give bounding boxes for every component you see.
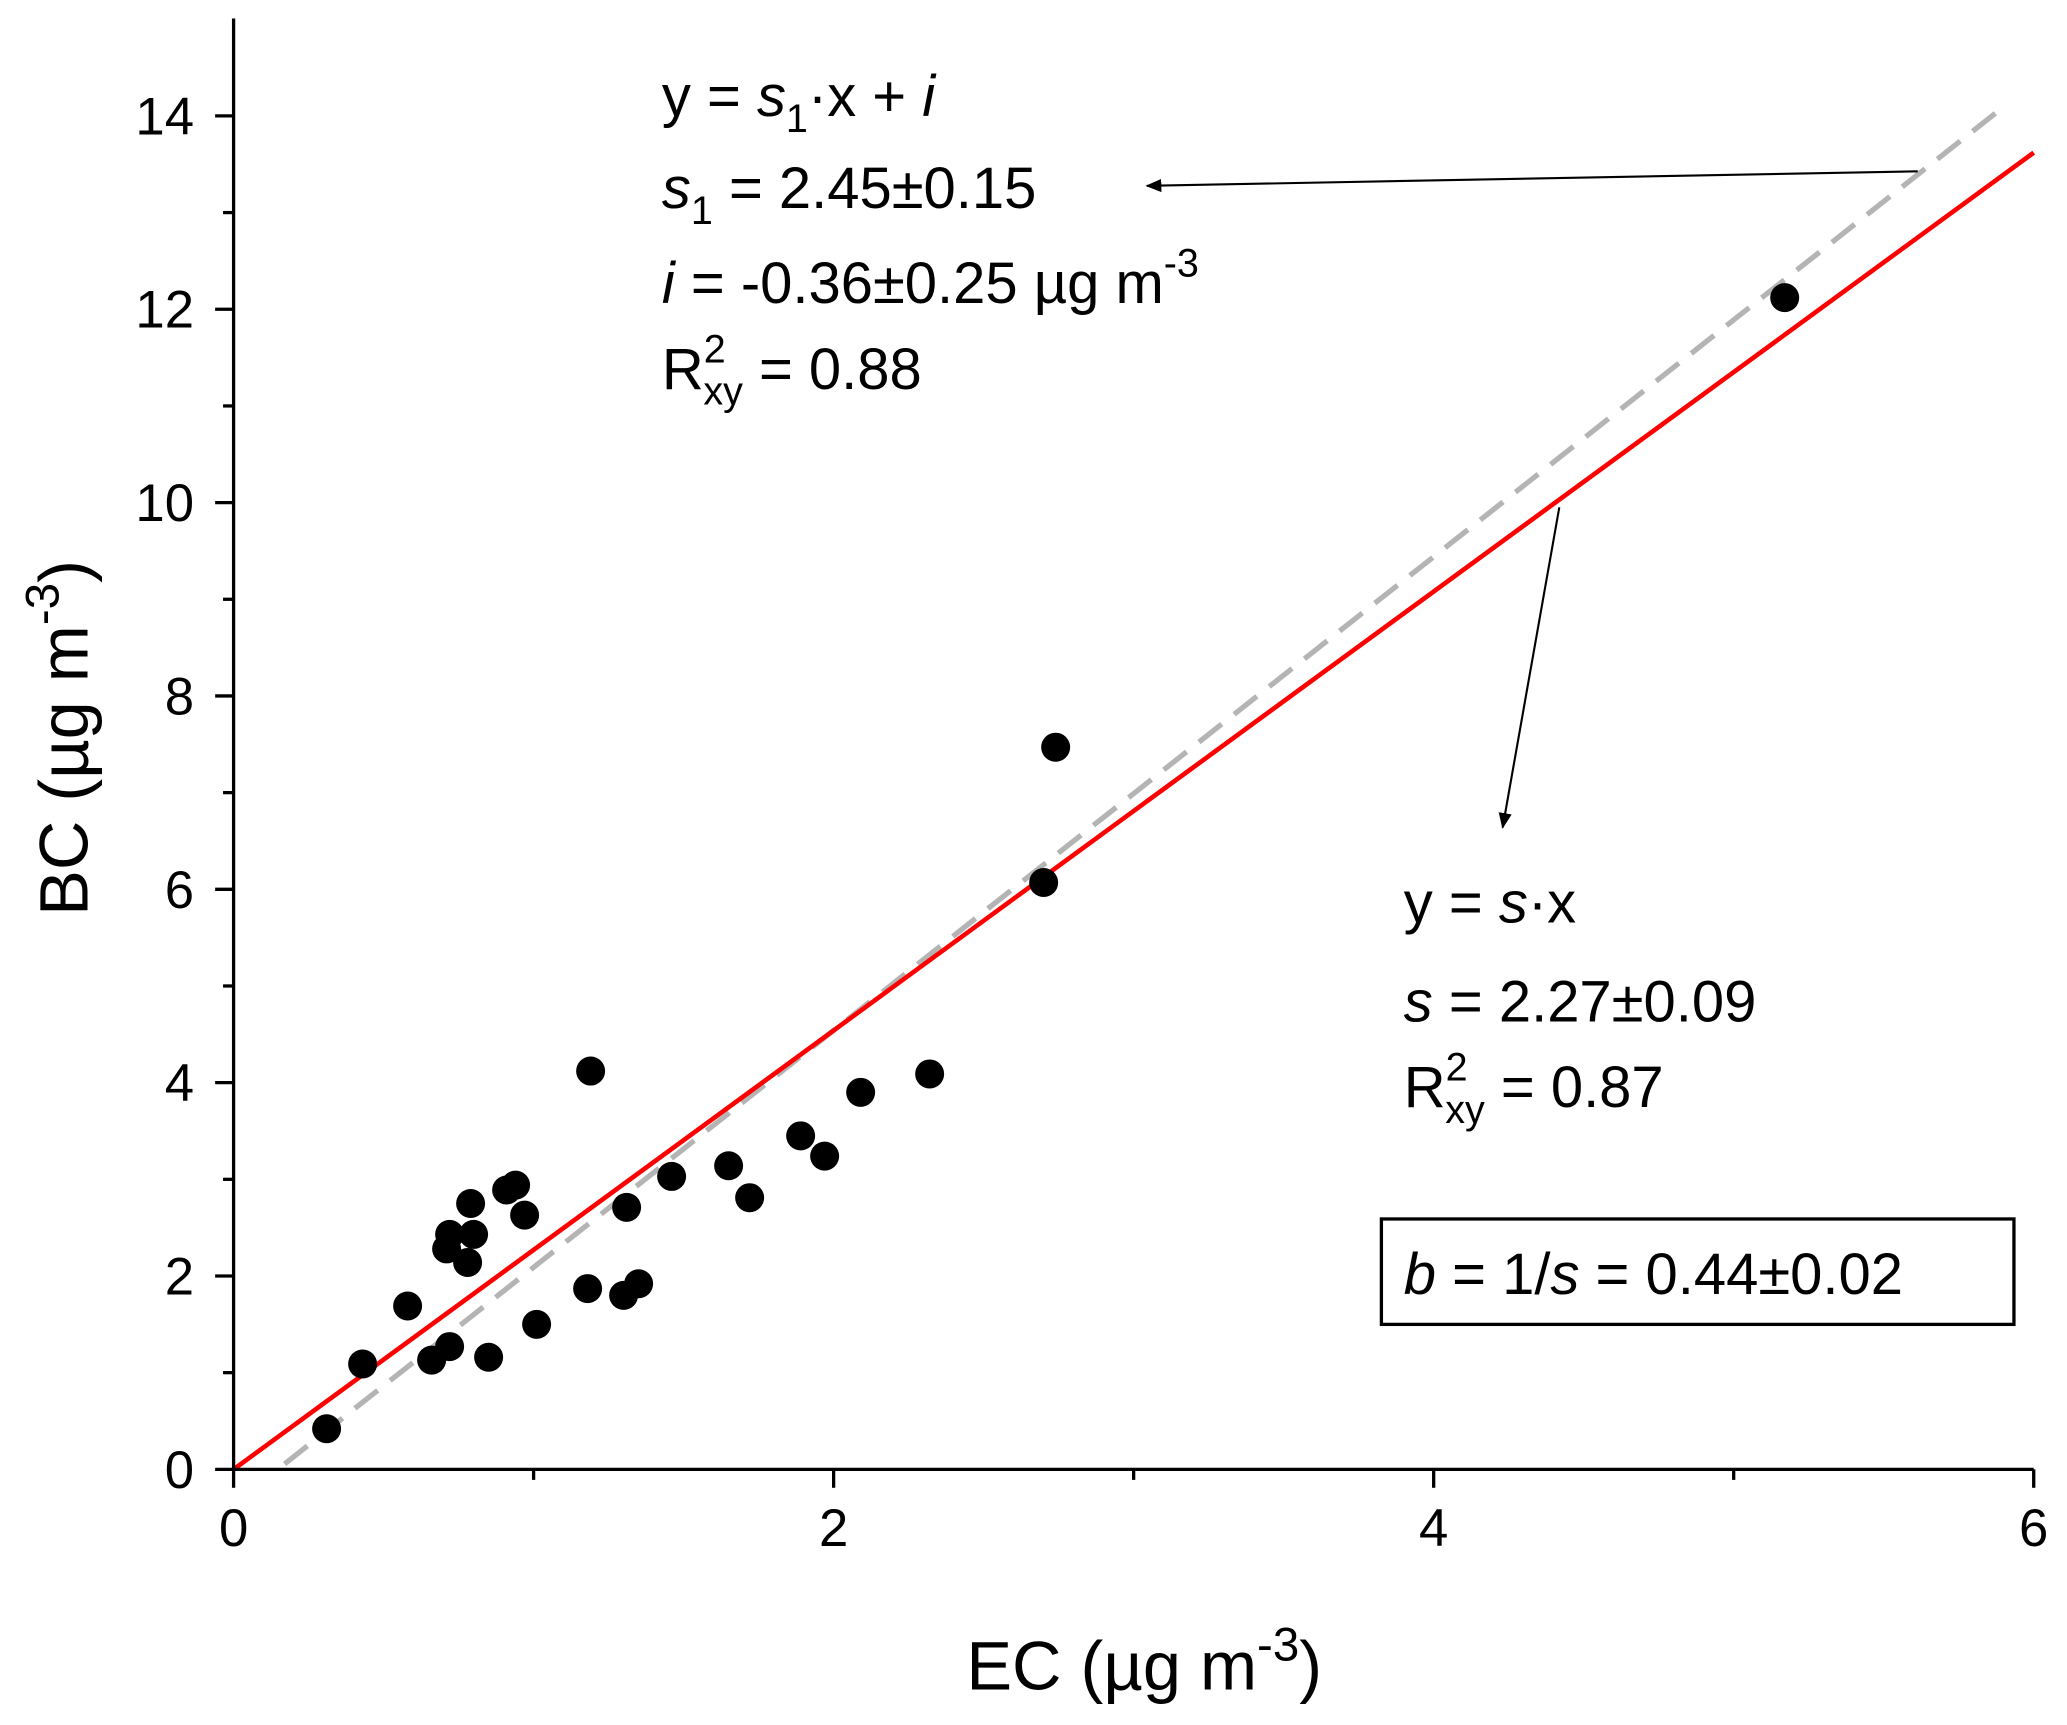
- superscript: -3: [1164, 242, 1199, 286]
- annotation-text: = 0.44±0.02: [1579, 1243, 1903, 1307]
- y-tick-label: 6: [165, 861, 194, 920]
- data-point: [393, 1291, 423, 1321]
- b-coefficient-box: [1379, 1217, 2016, 1327]
- y-tick-label: 14: [135, 87, 194, 146]
- annotation-line: i = -0.36±0.25 µg m-3: [662, 242, 1199, 316]
- annotation-text: s: [757, 65, 786, 129]
- annotation-text: ·x: [1528, 871, 1576, 935]
- annotation-text: R: [662, 338, 704, 402]
- annotation-line: R2 xy = 0.87: [1404, 1046, 1664, 1132]
- y-tick-label: 0: [165, 1441, 194, 1500]
- annotation-text: ·x +: [808, 65, 922, 129]
- data-point: [1041, 732, 1071, 762]
- data-point: [735, 1183, 765, 1213]
- annotation-line: y = s·x: [1404, 871, 1576, 935]
- subscript: 1: [786, 97, 808, 141]
- annotation-line: s = 2.27±0.09: [1404, 970, 1757, 1034]
- annotation-text: = 1/: [1436, 1243, 1551, 1307]
- annotation-line: s1 = 2.45±0.15: [662, 157, 1037, 233]
- fit-line-through-origin: [232, 150, 2036, 1472]
- data-point: [435, 1332, 465, 1362]
- x-axis-label: EC (µg m-3): [966, 1618, 1322, 1704]
- subscript: xy: [1445, 1088, 1485, 1132]
- annotation-text: s: [1550, 1243, 1579, 1307]
- annotation-text: y =: [1404, 871, 1499, 935]
- data-point: [501, 1170, 531, 1200]
- annotation-line: b = 1/s = 0.44±0.02: [1404, 1243, 1903, 1307]
- data-point: [657, 1161, 687, 1191]
- annotation-text: s: [662, 157, 691, 221]
- annotation-arrow-fit1: [1145, 170, 1918, 193]
- annotation-text: = -0.36±0.25 µg m: [675, 252, 1164, 316]
- x-tick-label: 6: [2019, 1499, 2048, 1558]
- annotation-text: R: [1404, 1056, 1446, 1120]
- data-point: [915, 1059, 945, 1089]
- annotation-text: = 2.45±0.15: [713, 157, 1037, 221]
- superscript: 2: [1446, 1046, 1468, 1090]
- data-point: [714, 1151, 744, 1181]
- data-point: [456, 1188, 486, 1218]
- annotation-text: = 0.88: [743, 338, 922, 402]
- data-point: [348, 1349, 378, 1379]
- fit-line-with-intercept: [282, 102, 2009, 1466]
- data-point: [612, 1192, 642, 1222]
- data-point: [1770, 283, 1800, 313]
- x-tick-label: 4: [1419, 1499, 1448, 1558]
- data-point: [624, 1269, 654, 1299]
- annotation-line: R2 xy = 0.88: [662, 327, 922, 413]
- annotation-text: y =: [662, 65, 757, 129]
- data-point: [846, 1077, 876, 1107]
- annotation-text: s: [1499, 871, 1528, 935]
- data-point: [312, 1414, 342, 1444]
- data-point: [510, 1200, 540, 1230]
- y-tick-label: 10: [135, 474, 194, 533]
- data-point: [786, 1121, 816, 1151]
- annotation-line: y = s1·x + i: [662, 65, 937, 141]
- data-point: [576, 1056, 606, 1086]
- x-tick-label: 2: [819, 1499, 848, 1558]
- annotation-text: b: [1404, 1243, 1436, 1307]
- annotation-arrow-fit2: [1498, 507, 1561, 829]
- data-point: [573, 1274, 603, 1304]
- y-tick-label: 8: [165, 667, 194, 726]
- subscript: xy: [703, 370, 743, 414]
- data-point: [459, 1219, 489, 1249]
- y-tick-label: 2: [165, 1247, 194, 1306]
- data-point: [522, 1309, 552, 1339]
- data-point: [810, 1141, 840, 1171]
- data-point: [453, 1247, 483, 1277]
- annotation-text: = 0.87: [1485, 1056, 1664, 1120]
- subscript: 1: [691, 189, 713, 233]
- annotation-text: i: [662, 252, 677, 316]
- superscript: 2: [704, 327, 726, 371]
- data-point: [432, 1234, 462, 1264]
- data-point: [474, 1342, 504, 1372]
- y-tick-label: 4: [165, 1054, 194, 1113]
- y-axis-label: BC (µg m-3): [16, 560, 102, 916]
- y-tick-label: 12: [135, 281, 194, 340]
- annotation-text: i: [922, 65, 937, 129]
- x-tick-label: 0: [219, 1499, 248, 1558]
- annotation-text: = 2.27±0.09: [1433, 970, 1757, 1034]
- data-point: [1029, 868, 1059, 898]
- annotation-text: s: [1404, 970, 1433, 1034]
